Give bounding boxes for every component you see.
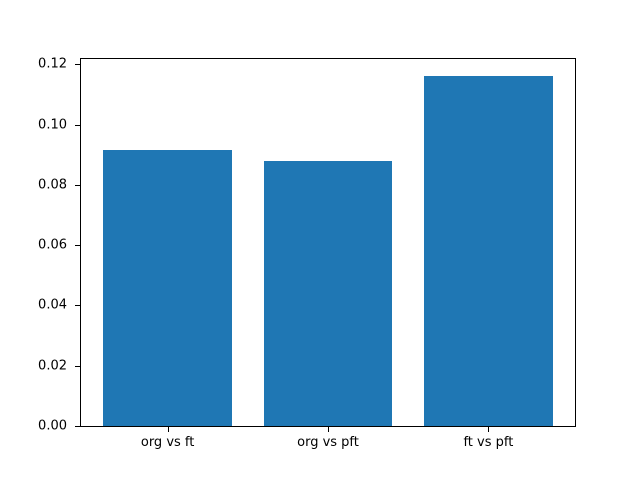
y-tick-label: 0.08 [38, 177, 67, 193]
bar-org-vs-ft [103, 150, 232, 426]
y-tick-mark [75, 245, 80, 247]
x-tick-label-ft-vs-pft: ft vs pft [463, 435, 514, 450]
y-tick-mark [75, 365, 80, 367]
y-tick-label: 0.00 [38, 418, 67, 434]
y-tick-mark [75, 426, 80, 427]
plot-area [80, 58, 576, 427]
y-tick-mark [75, 305, 80, 307]
y-tick-mark [75, 184, 80, 186]
y-tick-mark [75, 124, 80, 126]
y-tick-mark [75, 64, 80, 66]
x-tick-mark [167, 427, 169, 432]
y-tick-label: 0.04 [38, 297, 67, 313]
x-tick-mark [328, 427, 329, 432]
y-tick-label: 0.02 [38, 358, 67, 374]
x-tick-label-org-vs-ft: org vs ft [140, 435, 195, 450]
bar-ft-vs-pft [424, 76, 553, 426]
x-tick-label-org-vs-pft: org vs pft [297, 435, 359, 450]
y-tick-label: 0.12 [38, 56, 67, 72]
bar-org-vs-pft [263, 161, 393, 426]
y-tick-label: 0.10 [38, 117, 67, 133]
y-tick-label: 0.06 [38, 237, 67, 253]
x-tick-mark [488, 427, 490, 432]
